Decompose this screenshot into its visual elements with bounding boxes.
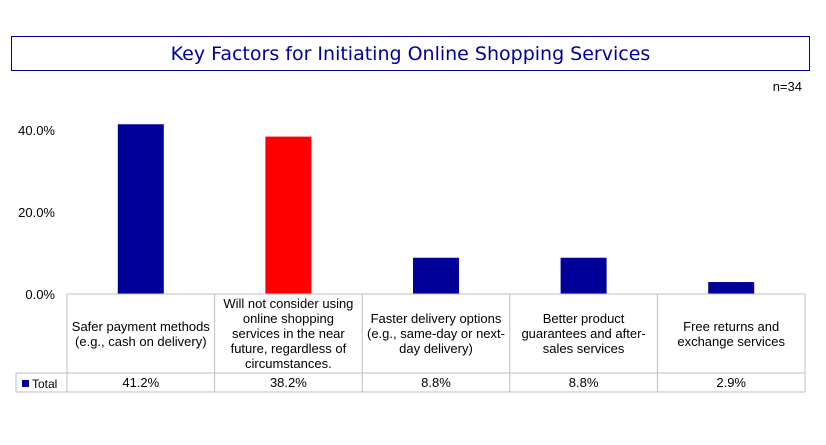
data-label: 8.8% <box>421 375 451 390</box>
bar <box>413 257 459 294</box>
category-label: Safer payment methods (e.g., cash on del… <box>71 318 210 349</box>
legend-swatch <box>22 380 29 387</box>
y-tick-label: 0.0% <box>25 287 55 302</box>
category-label: Will not consider using online shopping … <box>223 296 354 371</box>
category-label: Free returns and exchange services <box>677 318 786 349</box>
legend-total: Total <box>22 375 57 392</box>
bar <box>560 257 607 294</box>
data-label: 38.2% <box>269 375 307 390</box>
y-tick-label: 40.0% <box>18 123 55 138</box>
y-tick-label: 20.0% <box>18 205 55 220</box>
chart-title-box: Key Factors for Initiating Online Shoppi… <box>11 36 810 71</box>
legend-label: Total <box>32 376 58 391</box>
category-label: Faster delivery options (e.g., same-day … <box>366 311 505 356</box>
data-label: 8.8% <box>568 375 599 390</box>
bar <box>265 136 312 294</box>
bar <box>117 124 164 294</box>
sample-size-note: n=34 <box>772 79 802 94</box>
data-label: 2.9% <box>716 375 746 390</box>
chart-title: Key Factors for Initiating Online Shoppi… <box>170 42 651 65</box>
bar <box>708 282 755 294</box>
data-label: 41.2% <box>122 375 160 390</box>
category-label: Better product guarantees and after-sale… <box>521 311 646 356</box>
